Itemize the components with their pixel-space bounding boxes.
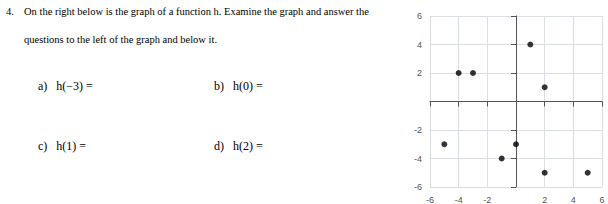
svg-text:b) h(0) =: b) h(0) = — [214, 79, 263, 93]
svg-text:a) h(−3) =: a) h(−3) = — [38, 79, 93, 93]
svg-text:c) h(1) =: c) h(1) = — [38, 139, 86, 153]
svg-text:4.: 4. — [6, 6, 14, 17]
svg-text:6: 6 — [599, 195, 604, 204]
svg-text:2: 2 — [542, 195, 547, 204]
svg-text:-4: -4 — [455, 195, 463, 204]
svg-text:2: 2 — [417, 68, 422, 78]
svg-text:On the right below is the grap: On the right below is the graph of a fun… — [24, 6, 369, 17]
svg-text:-6: -6 — [414, 182, 422, 192]
svg-text:-2: -2 — [414, 125, 422, 135]
svg-text:4: 4 — [417, 40, 422, 50]
svg-text:questions to the left of the g: questions to the left of the graph and b… — [24, 34, 217, 45]
svg-text:d) h(2) =: d) h(2) = — [214, 139, 263, 153]
svg-text:-4: -4 — [414, 154, 422, 164]
svg-text:4: 4 — [571, 195, 576, 204]
svg-text:6: 6 — [417, 11, 422, 21]
svg-text:-6: -6 — [426, 195, 434, 204]
svg-text:-2: -2 — [483, 195, 491, 204]
